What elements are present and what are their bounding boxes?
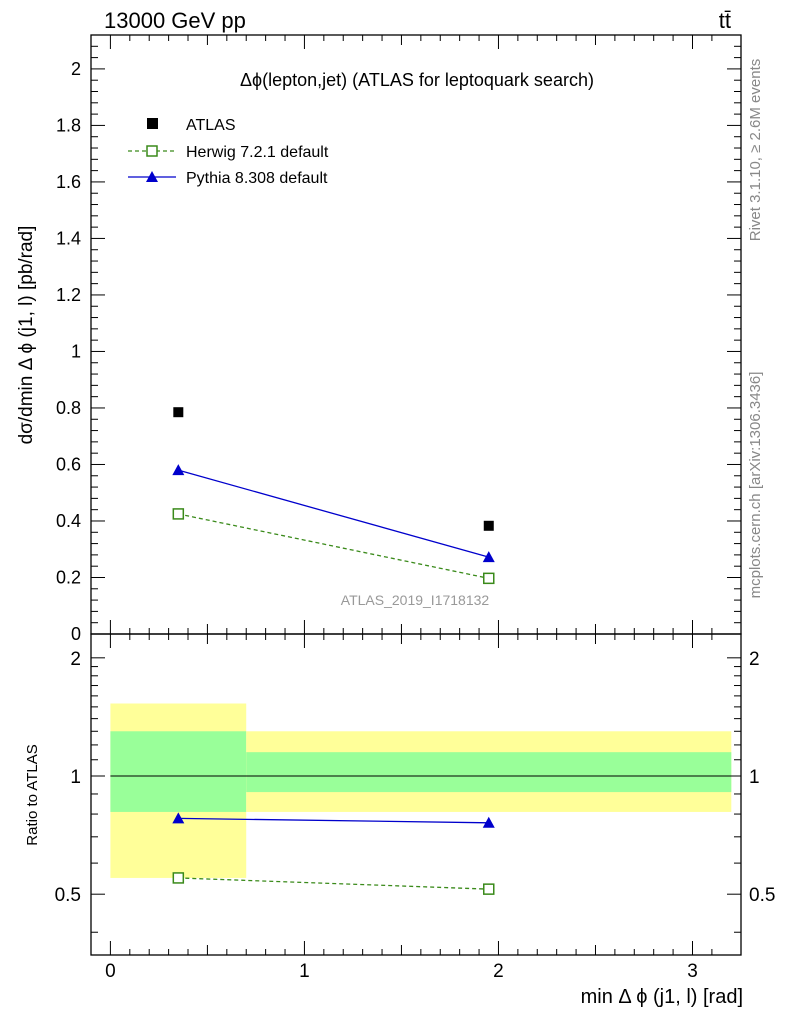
x-tick-label: 3: [687, 961, 698, 982]
main-y-tick-label: 1: [71, 341, 81, 361]
ratio-y-tick-label-right: 0.5: [749, 885, 775, 906]
pythia-ratio-point: [172, 812, 185, 824]
main-y-tick-label: 0.8: [56, 398, 81, 418]
x-tick-label: 2: [493, 961, 504, 982]
x-tick-label: 1: [299, 961, 310, 982]
pythia-main-point: [172, 464, 185, 476]
atlas-main-point: [173, 407, 184, 418]
main-y-tick-label: 0: [71, 624, 81, 644]
ratio-y-axis-label: Ratio to ATLAS: [24, 744, 41, 845]
main-y-tick-label: 0.6: [56, 454, 81, 474]
pythia-ratio-point: [482, 816, 495, 828]
main-y-tick-label: 1.2: [56, 285, 81, 305]
process-label: tt̄: [719, 8, 731, 33]
herwig-main-point: [483, 572, 495, 585]
main-y-tick-label: 0.2: [56, 567, 81, 587]
legend-herwig-label: Herwig 7.2.1 default: [186, 144, 329, 161]
herwig-ratio-point: [483, 883, 495, 895]
pythia-ratio-line: [178, 817, 489, 824]
legend-herwig-marker: [146, 145, 158, 157]
band-inner-1: [246, 752, 732, 793]
main-y-tick-label: 1.6: [56, 172, 81, 192]
herwig-main-line: [178, 513, 489, 579]
ratio-panel-frame: [90, 633, 742, 956]
main-y-tick-label: 1.8: [56, 115, 81, 135]
ratio-y-tick-label-right: 1: [749, 767, 760, 788]
ratio-y-tick-label-right: 2: [749, 649, 760, 670]
atlas-main-point: [483, 520, 494, 531]
legend-atlas-label: ATLAS: [186, 117, 236, 134]
main-y-tick-label: 2: [71, 59, 81, 79]
legend-pythia-label: Pythia 8.308 default: [186, 170, 328, 187]
legend-atlas-marker: [147, 118, 158, 129]
legend: ATLAS Herwig 7.2.1 default Pythia 8.308 …: [128, 117, 329, 187]
band-inner-0: [110, 731, 247, 812]
herwig-main-point: [172, 508, 185, 520]
main-y-axis-label: dσ/dmin Δ ϕ (j1, l) [pb/rad]: [16, 226, 37, 445]
main-title: Δϕ(lepton,jet) (ATLAS for leptoquark sea…: [240, 70, 594, 90]
pythia-main-line: [178, 469, 489, 558]
rivet-version-label: Rivet 3.1.10, ≥ 2.6M events: [747, 59, 764, 242]
energy-label: 13000 GeV pp: [104, 8, 246, 33]
herwig-ratio-point: [172, 872, 185, 884]
mcplots-reference-label: mcplots.cern.ch [arXiv:1306.3436]: [747, 372, 764, 599]
x-axis-label: min Δ ϕ (j1, l) [rad]: [581, 986, 743, 1008]
ratio-y-tick-label: 0.5: [55, 885, 81, 906]
main-y-tick-label: 1.4: [56, 228, 81, 248]
herwig-ratio-line: [178, 877, 489, 890]
x-tick-label: 0: [105, 961, 116, 982]
main-y-tick-label: 0.4: [56, 511, 81, 531]
ratio-y-tick-label: 1: [70, 767, 81, 788]
legend-pythia-marker: [146, 171, 158, 182]
analysis-watermark: ATLAS_2019_I1718132: [341, 592, 490, 608]
ratio-y-tick-label: 2: [70, 649, 81, 670]
pythia-main-point: [482, 551, 495, 563]
uncertainty-bands: [110, 703, 732, 878]
